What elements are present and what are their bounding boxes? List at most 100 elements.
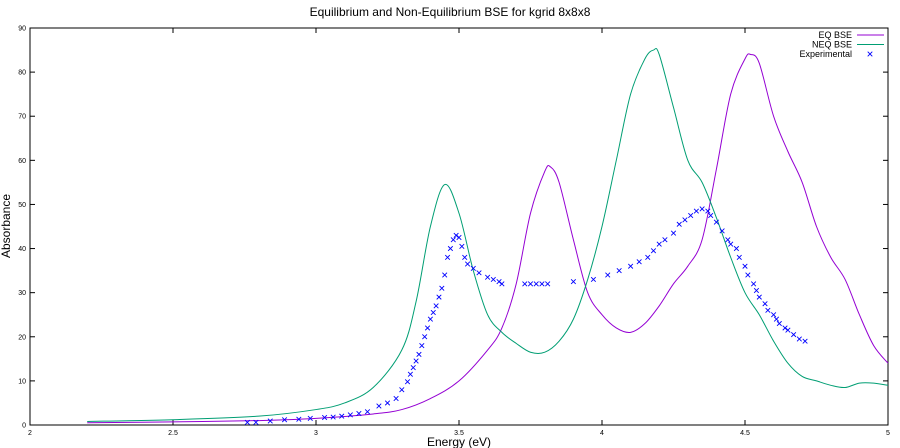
data-point-marker [267,418,273,424]
data-point-marker [427,316,434,322]
y-tick-label: 60 [18,158,26,165]
data-point-marker [796,336,802,342]
series-markers-experimental [244,206,808,425]
x-tick-label: 4 [600,430,604,437]
data-point-marker [244,419,250,425]
data-point-marker [645,254,651,260]
data-point-marker [459,243,465,249]
data-point-marker [419,342,425,349]
legend-label-experimental: Experimental [799,49,852,59]
data-point-marker [570,279,577,285]
data-point-marker [770,312,777,318]
data-point-marker [522,281,528,287]
data-point-marker [785,327,791,333]
data-point-marker [636,259,642,265]
y-tick-label: 0 [22,423,26,430]
data-point-marker [705,208,711,214]
data-point-marker [436,294,442,300]
data-point-marker [539,281,545,287]
data-point-marker [742,263,748,269]
data-point-marker [750,281,757,287]
legend-label-eq-bse: EQ BSE [818,30,852,40]
data-point-marker [682,217,688,223]
y-tick-label: 30 [18,290,26,297]
y-axis-title: Absorbance [0,194,13,258]
data-point-marker [753,287,760,294]
data-point-marker [447,245,454,252]
data-point-marker [545,281,551,287]
data-point-marker [756,294,762,300]
data-point-marker [416,351,422,358]
y-tick-label: 20 [18,334,26,341]
data-point-marker [670,230,677,236]
data-point-marker [422,334,428,340]
data-point-marker [413,358,419,364]
data-point-marker [733,245,740,252]
y-tick-label: 80 [18,70,26,77]
data-point-marker [688,212,694,219]
data-point-marker [782,325,788,331]
data-point-marker [356,410,362,417]
data-point-marker [605,272,611,278]
data-point-marker [736,254,742,260]
data-point-marker [719,228,725,234]
data-point-marker [462,254,468,260]
data-point-marker [728,241,734,247]
data-point-marker [802,338,808,344]
data-point-marker [339,413,345,419]
data-point-marker [442,272,448,278]
x-tick-label: 4.5 [740,430,750,437]
data-point-marker [476,270,482,276]
data-point-marker [650,248,657,254]
y-tick-label: 90 [18,26,26,33]
data-point-marker [407,371,413,377]
data-point-marker [533,281,539,287]
y-tick-label: 10 [18,378,26,385]
data-point-marker [776,320,782,327]
plot-frame [29,27,889,426]
legend-label-neq-bse: NEQ BSE [812,40,852,50]
data-point-marker [590,276,597,283]
data-point-marker [393,395,399,402]
data-point-marker [410,365,416,371]
data-point-marker [330,414,336,420]
data-point-marker [384,400,391,406]
data-point-marker [439,285,445,291]
data-point-marker [676,221,682,227]
data-point-marker [713,219,720,225]
data-point-marker [376,403,382,409]
x-tick-label: 3 [314,430,318,437]
data-point-marker [662,237,668,243]
x-tick-label: 3.5 [454,430,464,437]
data-point-marker [762,301,768,307]
data-point-marker [527,281,534,287]
data-point-marker [281,417,288,423]
data-point-marker [708,212,714,219]
data-point-marker [470,265,476,272]
series-layer [87,47,889,425]
data-point-marker [745,272,751,278]
data-point-marker [627,263,634,269]
data-point-marker [424,325,431,331]
data-point-marker [347,412,353,418]
data-point-marker [693,208,699,214]
data-point-marker [773,316,780,322]
data-point-marker [450,237,456,243]
data-point-marker [699,206,705,212]
y-tick-label: 40 [18,246,26,253]
data-point-marker [433,303,439,309]
data-point-marker [404,379,411,385]
data-point-marker [464,261,471,267]
data-point-marker [656,241,662,247]
data-point-marker [616,267,622,274]
data-point-marker [791,331,797,338]
data-point-marker [444,254,451,260]
data-point-marker [490,276,496,283]
data-point-marker [321,414,328,421]
data-point-marker [456,234,462,241]
series-line-neq-bse [87,47,889,422]
